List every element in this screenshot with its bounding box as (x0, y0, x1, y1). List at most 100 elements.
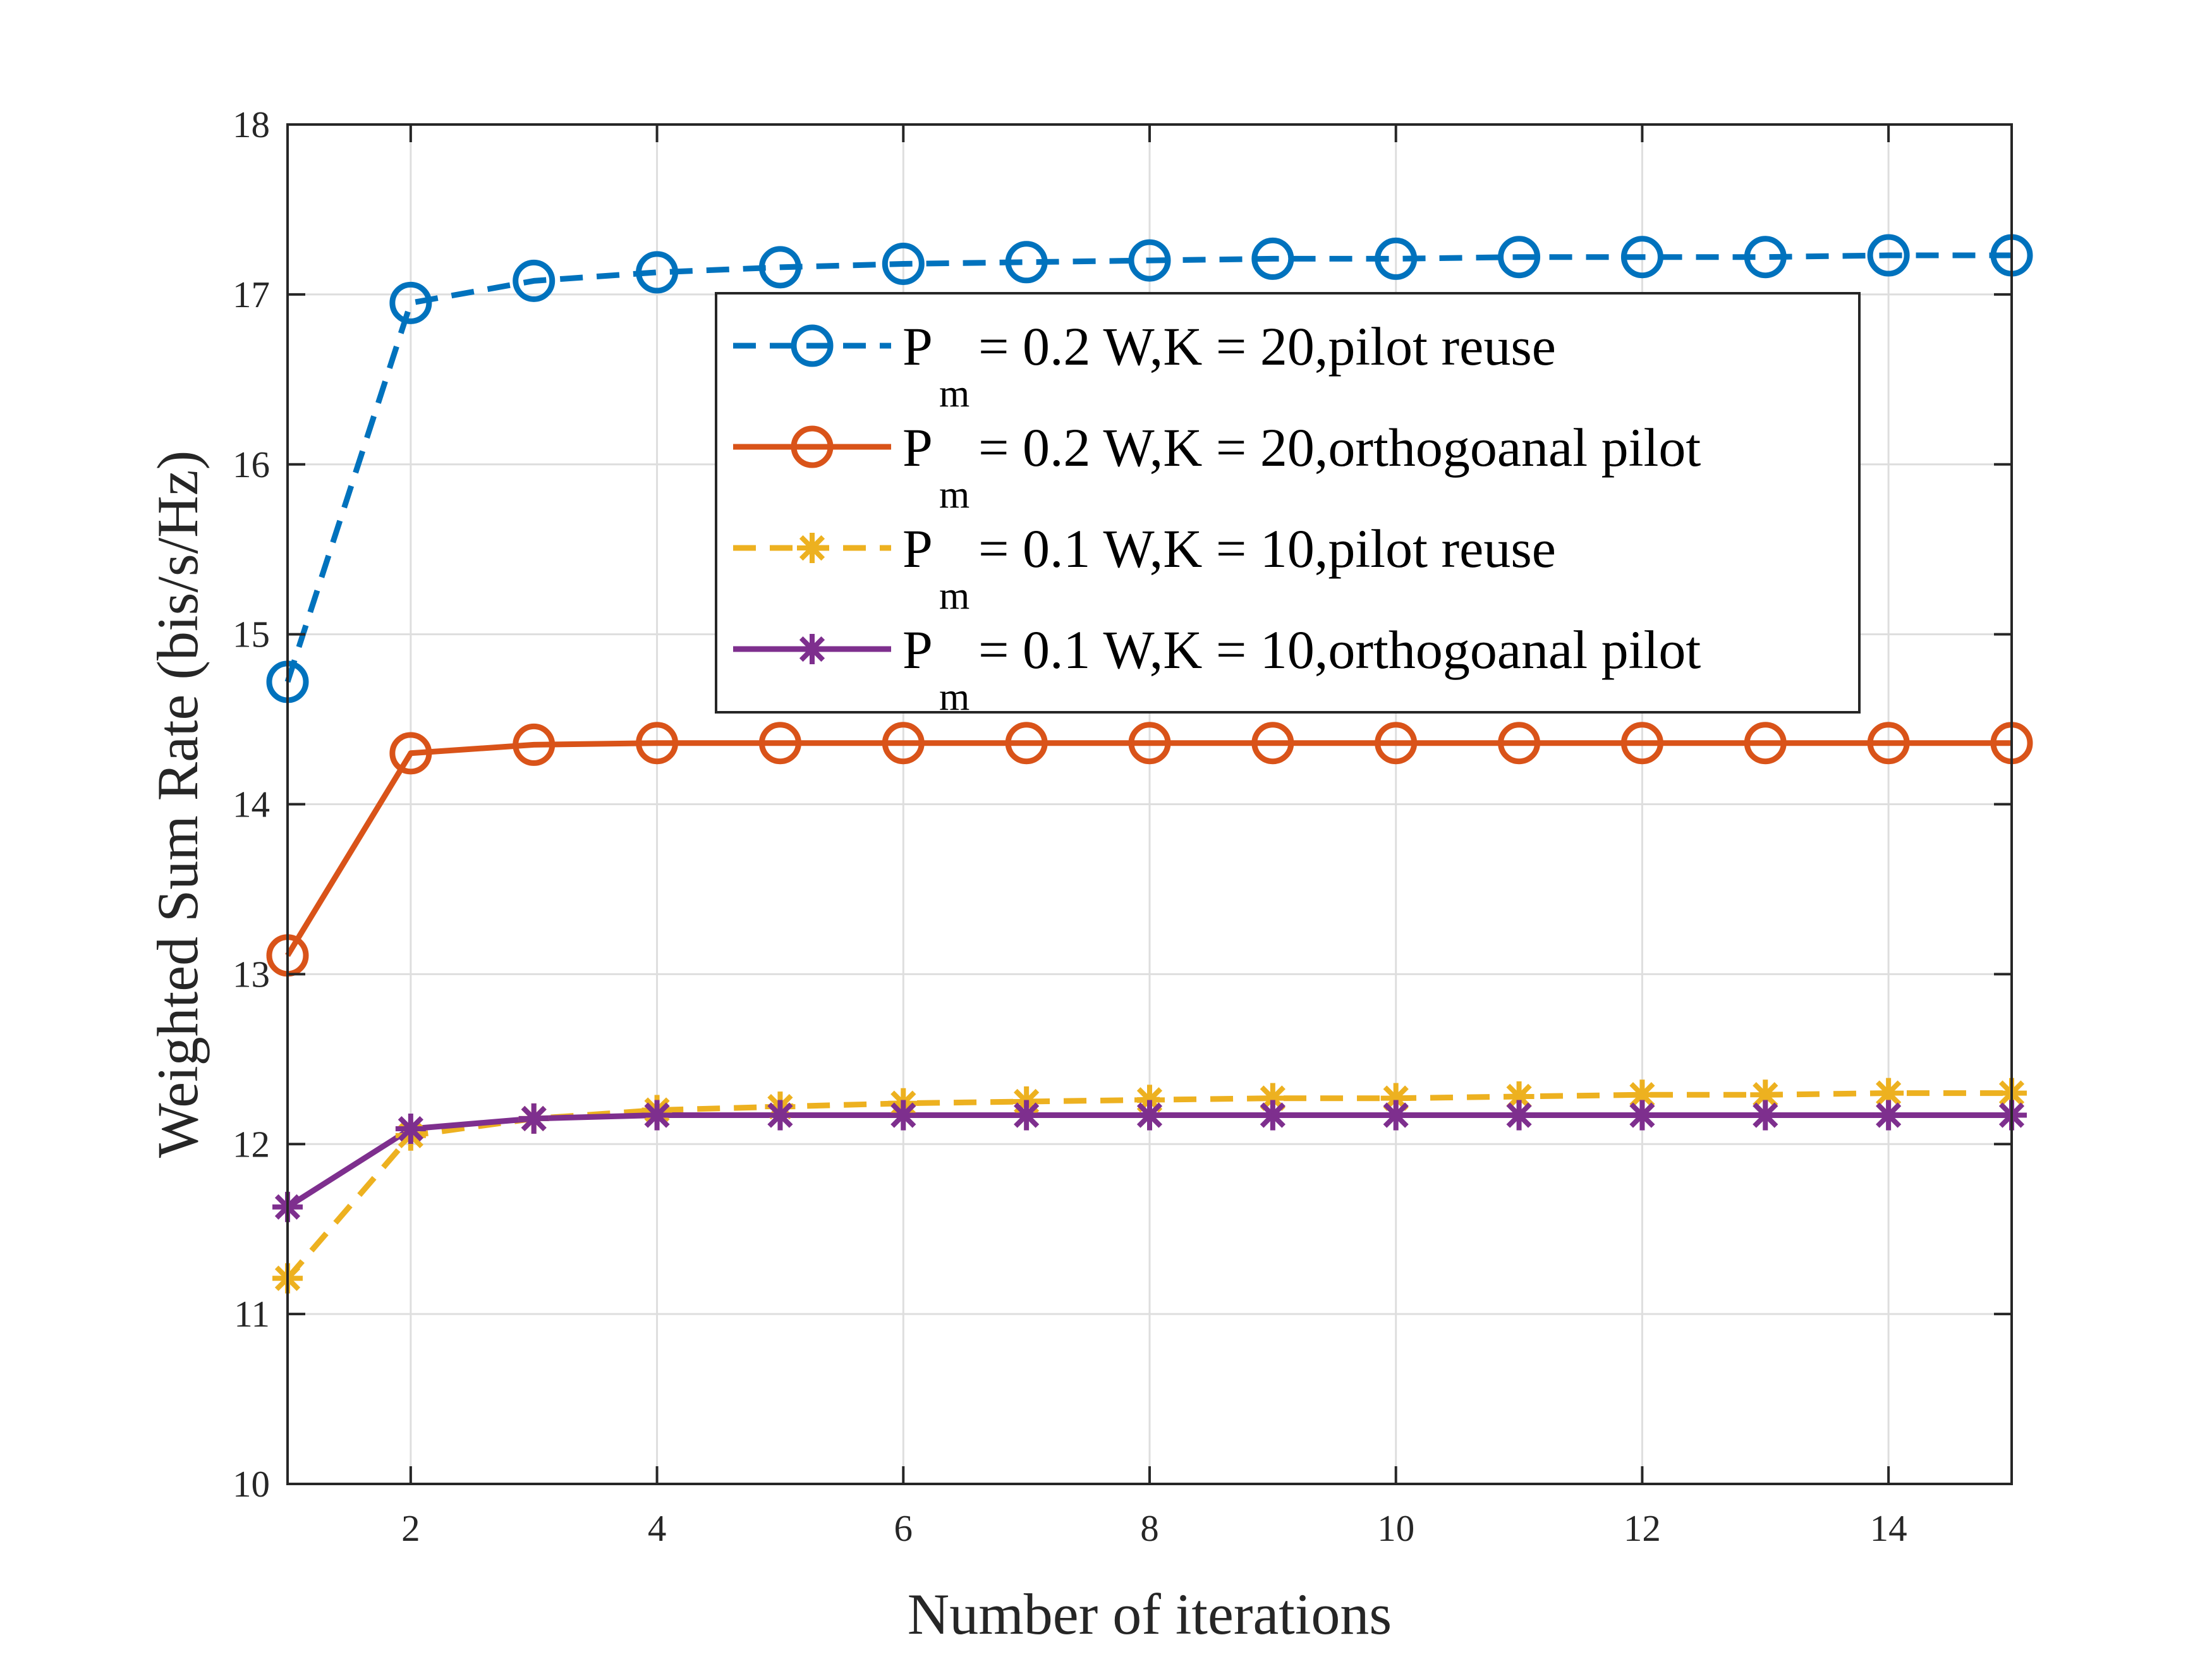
axis-ticks (288, 123, 2012, 1485)
asterisk-stroke (1629, 1082, 1655, 1108)
y-axis-label: Weighted Sum Rate (bis/s/Hz) (145, 451, 210, 1158)
data-point-s4 (1873, 1100, 1904, 1131)
asterisk-stroke (644, 1102, 670, 1128)
tick-labels: 2 4 6 8 10 12 14 10 11 12 13 14 15 16 17 18 (233, 104, 1907, 1549)
data-point-s4 (1257, 1100, 1288, 1131)
y-tick-label: 10 (233, 1463, 270, 1505)
legend-label-1: = 0.2 W,K = 20,pilot reuse (978, 316, 1556, 377)
data-point-s4 (888, 1100, 919, 1131)
asterisk-stroke (1876, 1080, 1902, 1106)
data-point-s4 (1504, 1100, 1534, 1131)
data-point-s1 (636, 251, 679, 294)
legend-marker-4 (797, 634, 827, 664)
asterisk-stroke (1506, 1083, 1532, 1110)
data-point-s1 (1498, 236, 1541, 279)
asterisk-stroke (890, 1102, 916, 1128)
data-point-s2 (513, 723, 556, 766)
legend-marker-1 (791, 324, 834, 367)
data-point-s1 (513, 259, 556, 302)
data-point-s4 (1134, 1100, 1165, 1131)
legend-symbol-4: P (902, 619, 933, 680)
data-point-s4 (1011, 1100, 1042, 1131)
data-point-s2 (882, 722, 925, 765)
legend-label-2: = 0.2 W,K = 20,orthogoanal pilot (978, 417, 1701, 478)
x-tick-label: 8 (1140, 1507, 1159, 1549)
legend-subscript-1: m (939, 372, 969, 415)
asterisk-stroke (398, 1115, 423, 1142)
y-tick-label: 12 (233, 1123, 270, 1165)
y-tick-label: 11 (234, 1293, 270, 1335)
y-tick-label: 15 (233, 614, 270, 655)
data-point-s2 (1867, 722, 1910, 765)
x-tick-label: 6 (894, 1507, 913, 1549)
asterisk-stroke (1753, 1082, 1778, 1108)
data-point-s1 (1867, 234, 1910, 277)
data-point-s3 (1750, 1079, 1781, 1110)
data-point-s4 (1627, 1100, 1658, 1131)
data-point-s2 (758, 722, 801, 765)
y-tick-label: 16 (233, 444, 270, 485)
data-point-s2 (1620, 722, 1663, 765)
y-tick-label: 13 (233, 953, 270, 995)
data-point-s1 (758, 246, 801, 289)
asterisk-stroke (799, 535, 825, 561)
asterisk-stroke (767, 1102, 793, 1128)
x-tick-label: 10 (1377, 1507, 1414, 1549)
legend-label-3: = 0.1 W,K = 10,pilot reuse (978, 518, 1556, 579)
data-point-s2 (389, 732, 432, 775)
x-tick-label: 4 (648, 1507, 667, 1549)
y-tick-label: 18 (233, 104, 270, 145)
data-point-s1 (1375, 237, 1418, 280)
asterisk-stroke (521, 1105, 547, 1132)
asterisk-stroke (1136, 1102, 1163, 1128)
asterisk-stroke (799, 636, 825, 662)
data-point-s1 (882, 242, 925, 285)
y-tick-label: 17 (233, 274, 270, 315)
legend: Pm = 0.2 W,K = 20,pilot reuse Pm = 0.2 W,… (715, 292, 1861, 719)
x-axis-label: Number of iterations (908, 1582, 1392, 1646)
data-point-s4 (1380, 1100, 1411, 1131)
asterisk-stroke (1506, 1102, 1532, 1128)
data-point-s1 (1005, 241, 1048, 284)
legend-marker-3 (797, 533, 827, 563)
asterisk-stroke (1014, 1102, 1040, 1128)
data-point-s2 (1251, 722, 1294, 765)
data-point-s4 (1750, 1100, 1781, 1131)
x-tick-label: 2 (401, 1507, 420, 1549)
data-point-s2 (1498, 722, 1541, 765)
series-line-2 (285, 740, 2012, 957)
legend-subscript-3: m (939, 574, 969, 617)
data-point-s2 (1128, 722, 1171, 765)
series-line-1 (284, 252, 2012, 683)
asterisk-stroke (1629, 1102, 1655, 1128)
x-tick-label: 12 (1624, 1507, 1661, 1549)
legend-subscript-4: m (939, 676, 969, 719)
data-point-s4 (395, 1114, 426, 1145)
x-tick-label: 14 (1870, 1507, 1907, 1549)
data-point-s2 (1005, 722, 1048, 765)
data-point-s4 (641, 1100, 672, 1131)
data-point-s1 (1128, 239, 1171, 282)
data-point-s2 (636, 722, 679, 765)
data-point-s4 (518, 1103, 549, 1134)
data-point-s1 (1620, 236, 1663, 279)
data-point-s1 (1251, 237, 1294, 280)
asterisk-stroke (1876, 1102, 1902, 1128)
legend-symbol-1: P (902, 316, 933, 377)
asterisk-stroke (1260, 1102, 1285, 1128)
data-point-s1 (1744, 236, 1787, 279)
data-point-s2 (1375, 722, 1418, 765)
legend-label-4: = 0.1 W,K = 10,orthogoanal pilot (978, 619, 1701, 680)
data-point-s4 (765, 1100, 796, 1131)
data-point-s3 (1627, 1079, 1658, 1110)
asterisk-stroke (1753, 1102, 1778, 1128)
legend-symbol-3: P (902, 518, 933, 579)
data-point-s1 (389, 281, 432, 324)
legend-box (715, 292, 1861, 714)
asterisk-stroke (1383, 1102, 1409, 1128)
legend-marker-2 (791, 425, 834, 468)
y-tick-label: 14 (233, 784, 270, 825)
legend-subscript-2: m (939, 473, 969, 516)
